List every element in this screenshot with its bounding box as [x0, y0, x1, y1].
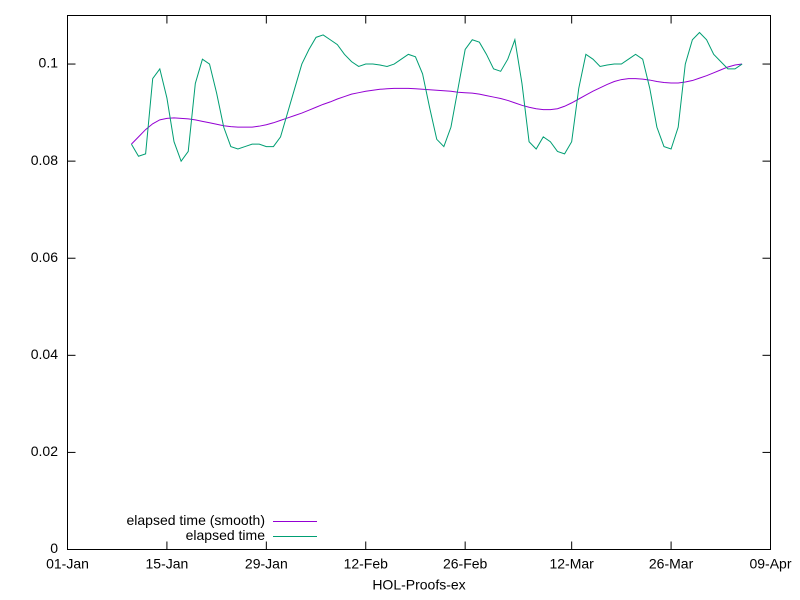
x-tick-label: 09-Apr	[749, 556, 791, 572]
x-tick-label: 26-Feb	[443, 556, 488, 572]
x-tick-label: 12-Mar	[549, 556, 594, 572]
legend-label: elapsed time (smooth)	[126, 512, 265, 528]
x-tick-label: 12-Feb	[344, 556, 389, 572]
y-tick-label: 0.08	[31, 152, 58, 168]
data-line	[130, 31, 743, 163]
plot-border	[67, 15, 771, 550]
legend-label: elapsed time	[186, 527, 266, 543]
y-tick-label: 0.1	[39, 55, 59, 71]
x-tick-label: 29-Jan	[245, 556, 288, 572]
x-tick-label: 26-Mar	[649, 556, 694, 572]
y-tick-label: 0	[50, 540, 58, 556]
y-tick-label: 0.04	[31, 346, 58, 362]
y-tick-label: 0.06	[31, 249, 58, 265]
x-tick-label: 15-Jan	[146, 556, 189, 572]
x-tick-label: 01-Jan	[46, 556, 89, 572]
y-tick-label: 0.02	[31, 443, 58, 459]
x-axis-label: HOL-Proofs-ex	[372, 577, 465, 593]
data-line	[131, 63, 743, 145]
